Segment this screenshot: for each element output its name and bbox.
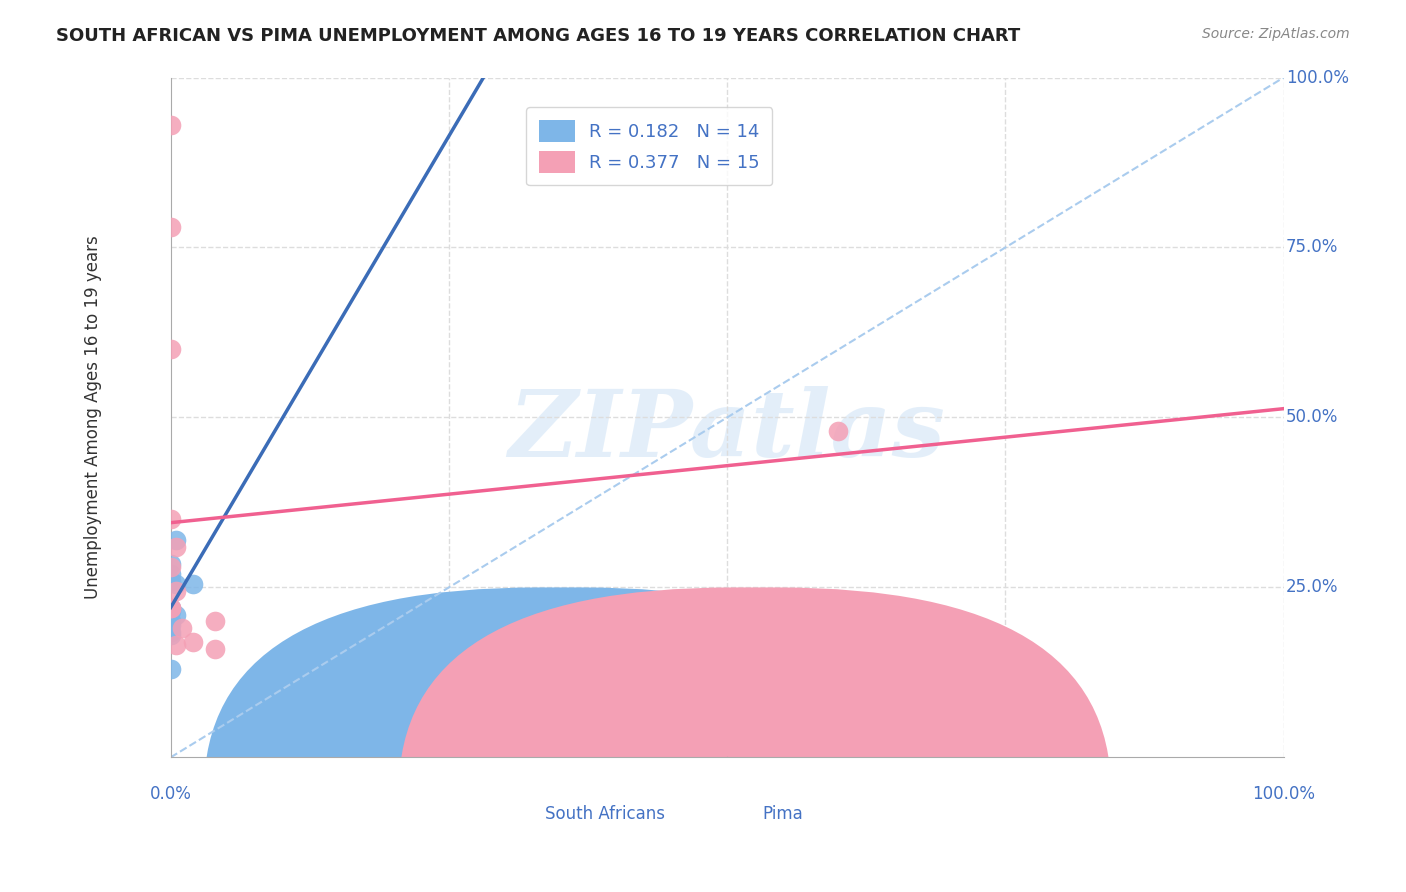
Text: 25.0%: 25.0% (1286, 578, 1339, 597)
Legend: R = 0.182   N = 14, R = 0.377   N = 15: R = 0.182 N = 14, R = 0.377 N = 15 (526, 107, 772, 186)
Text: ZIPatlas: ZIPatlas (509, 386, 946, 476)
Point (165, 577, 187, 591)
Point (159, 512, 181, 526)
Point (159, 220, 181, 235)
Point (165, 607, 187, 622)
Text: 100.0%: 100.0% (1253, 785, 1315, 803)
Point (159, 560, 181, 574)
Point (159, 600, 181, 615)
Point (170, 621, 193, 635)
Point (159, 574, 181, 588)
Text: 0.0%: 0.0% (149, 785, 191, 803)
Text: Source: ZipAtlas.com: Source: ZipAtlas.com (1202, 27, 1350, 41)
Point (159, 628, 181, 642)
Text: Pima: Pima (762, 805, 803, 823)
Point (159, 557, 181, 571)
Point (165, 540, 187, 554)
Point (159, 615, 181, 629)
Point (159, 604, 181, 618)
Point (181, 577, 204, 591)
Point (159, 118, 181, 132)
Point (204, 641, 226, 656)
Point (159, 624, 181, 639)
Point (159, 662, 181, 676)
Point (159, 566, 181, 581)
Point (165, 583, 187, 598)
Point (165, 533, 187, 547)
Point (165, 638, 187, 652)
Text: 75.0%: 75.0% (1286, 238, 1339, 257)
Text: South Africans: South Africans (544, 805, 665, 823)
FancyBboxPatch shape (399, 588, 1111, 892)
FancyBboxPatch shape (204, 588, 917, 892)
Point (159, 617, 181, 632)
Point (204, 615, 226, 629)
Point (827, 424, 849, 438)
Point (159, 600, 181, 615)
Text: 100.0%: 100.0% (1286, 69, 1348, 87)
Point (159, 600, 181, 615)
Text: 50.0%: 50.0% (1286, 409, 1339, 426)
Text: SOUTH AFRICAN VS PIMA UNEMPLOYMENT AMONG AGES 16 TO 19 YEARS CORRELATION CHART: SOUTH AFRICAN VS PIMA UNEMPLOYMENT AMONG… (56, 27, 1021, 45)
Text: Unemployment Among Ages 16 to 19 years: Unemployment Among Ages 16 to 19 years (84, 235, 101, 599)
Point (159, 343, 181, 357)
Point (181, 635, 204, 649)
